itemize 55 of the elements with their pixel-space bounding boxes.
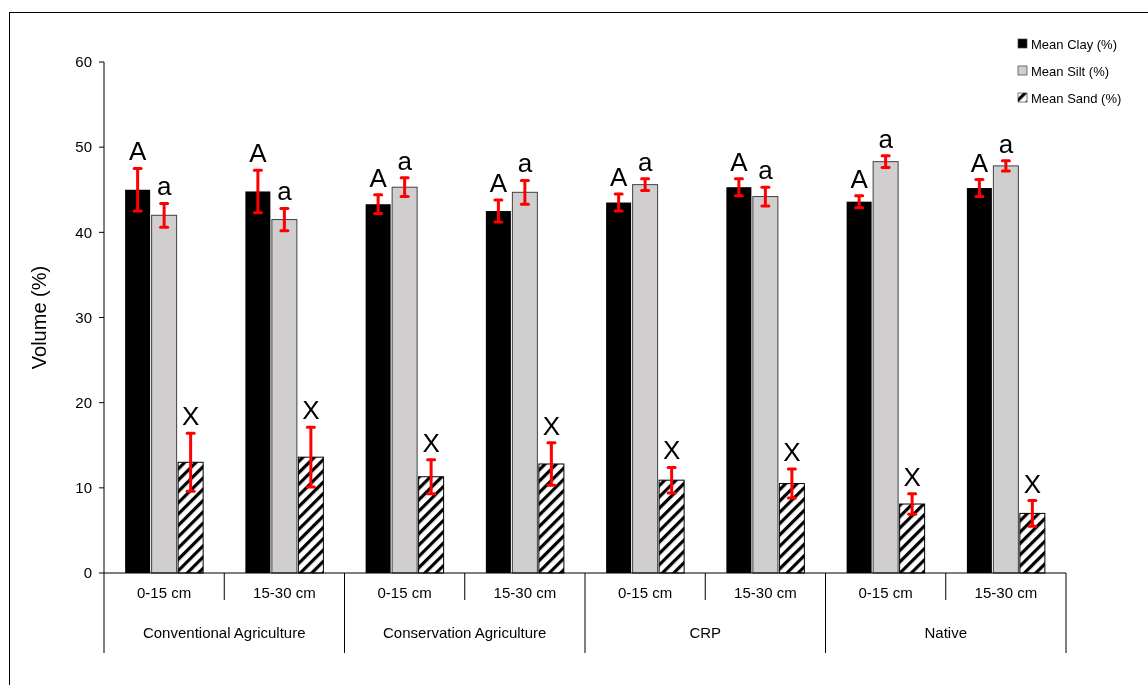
legend-label: Mean Clay (%): [1031, 36, 1117, 52]
legend-label: Mean Silt (%): [1031, 63, 1110, 79]
text: Conservation Agriculture: [383, 624, 547, 641]
x-tick-label: 0-15 cm: [618, 584, 673, 601]
bar: [391, 186, 418, 574]
bar: [271, 219, 298, 574]
x-tick-label: 15-30 cm: [493, 584, 557, 601]
data-label: A: [970, 147, 989, 178]
data-label: a: [397, 145, 413, 176]
bar: [511, 191, 538, 574]
bar: [752, 196, 779, 574]
data-label: A: [128, 136, 147, 167]
data-label: A: [730, 146, 749, 177]
data-label: A: [609, 162, 628, 193]
y-tick-label: 30: [75, 308, 92, 326]
data-label: X: [903, 461, 921, 492]
bar: [632, 184, 659, 574]
data-label: a: [637, 146, 653, 177]
data-label: a: [998, 128, 1014, 159]
y-tick-label: 0: [83, 564, 92, 582]
data-label: X: [181, 401, 200, 432]
data-label: X: [1023, 468, 1042, 499]
text: Conventional Agriculture: [142, 624, 306, 641]
y-tick-label: 50: [75, 138, 92, 156]
data-label: A: [249, 138, 268, 169]
data-label: A: [369, 162, 388, 193]
y-tick-label: 20: [75, 393, 92, 411]
data-label: X: [542, 410, 561, 441]
bar: [151, 214, 178, 574]
text: Native: [924, 624, 968, 641]
data-label: a: [517, 148, 533, 179]
x-tick-label: 0-15 cm: [137, 584, 192, 601]
x-tick-label: 15-30 cm: [974, 584, 1038, 601]
data-label: X: [662, 435, 681, 466]
x-tick-label: 0-15 cm: [858, 584, 913, 601]
bar: [992, 165, 1019, 574]
y-tick-label: 60: [75, 53, 92, 71]
x-tick-label: 15-30 cm: [734, 584, 797, 601]
bar: [872, 161, 899, 574]
data-label: A: [489, 167, 508, 198]
data-label: A: [850, 163, 869, 194]
data-label: a: [156, 171, 172, 202]
x-tick-label: 15-30 cm: [253, 584, 316, 601]
data-label: X: [422, 427, 440, 458]
y-tick-label: 10: [75, 479, 92, 497]
data-label: a: [758, 155, 774, 186]
legend-label: Mean Sand (%): [1031, 90, 1122, 106]
y-axis-title: Volume (%): [28, 265, 50, 370]
y-tick-label: 40: [75, 223, 92, 241]
data-label: a: [878, 123, 894, 154]
data-label: a: [277, 176, 293, 207]
x-tick-label: 0-15 cm: [377, 584, 432, 601]
data-label: X: [783, 437, 801, 468]
data-label: X: [302, 395, 320, 426]
text: CRP: [689, 624, 722, 641]
